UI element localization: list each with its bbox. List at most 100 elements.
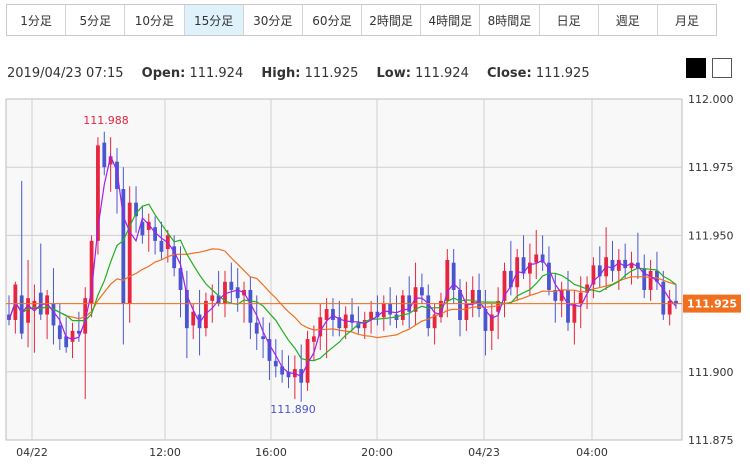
candle-body	[426, 295, 431, 329]
tab-timeframe-8[interactable]: 8時間足	[480, 5, 540, 35]
candle-body	[178, 268, 183, 290]
candle-body	[674, 300, 678, 304]
candle-body	[51, 303, 56, 326]
candle-body	[108, 156, 113, 165]
ma-long-line	[8, 248, 677, 339]
candle-body	[629, 262, 634, 269]
tab-timeframe-6[interactable]: 2時間足	[362, 5, 422, 35]
candle-body	[445, 259, 450, 301]
candle-body	[7, 314, 11, 320]
candle-body	[527, 262, 532, 274]
candle-body	[324, 309, 329, 320]
candle-body	[19, 295, 24, 334]
tab-timeframe-7[interactable]: 4時間足	[421, 5, 481, 35]
y-tick-label: 111.975	[688, 161, 734, 174]
tab-timeframe-4[interactable]: 30分足	[243, 5, 303, 35]
candle-body	[623, 259, 628, 269]
candle-body	[572, 303, 577, 323]
close-label: Close:	[487, 66, 532, 81]
x-tick-label: 04:00	[576, 446, 608, 459]
x-tick-label: 04/22	[16, 446, 48, 459]
candle-body	[451, 262, 456, 290]
tab-timeframe-2[interactable]: 10分足	[125, 5, 185, 35]
min-price-annotation: 111.890	[270, 403, 316, 416]
candle-body	[267, 339, 272, 361]
candle-body	[210, 295, 215, 301]
candle-body	[470, 289, 475, 304]
candle-body	[578, 292, 583, 304]
candle-body	[146, 221, 151, 230]
open-value: 111.924	[189, 66, 244, 81]
candle-body	[439, 300, 443, 318]
candle-body	[153, 227, 158, 241]
candle-body	[223, 281, 227, 304]
high-value: 111.925	[304, 66, 359, 81]
timeframe-tabs: 1分足 5分足 10分足 15分足 30分足 60分足 2時間足 4時間足 8時間足 日足 週足 月足	[6, 4, 717, 36]
ohlc-datetime: 2019/04/23 07:15	[7, 66, 124, 81]
candle-body	[559, 289, 564, 301]
dark-theme-button[interactable]	[686, 58, 706, 78]
candle-body	[115, 161, 119, 190]
candle-body	[273, 360, 278, 367]
candle-body	[64, 336, 69, 348]
candle-body	[458, 289, 462, 320]
candle-body	[83, 298, 88, 334]
candle-body	[140, 221, 145, 236]
light-theme-button[interactable]	[712, 58, 732, 78]
current-price-label: 111.925	[687, 298, 737, 311]
candle-body	[400, 295, 405, 320]
ohlc-info: 2019/04/23 07:15 Open: 111.924 High: 111…	[7, 66, 590, 81]
candle-body	[356, 322, 361, 329]
low-value: 111.924	[415, 66, 469, 81]
ma-short-line	[8, 154, 677, 378]
plot-area	[5, 98, 683, 441]
candle-body	[496, 300, 501, 312]
candle-body	[254, 322, 259, 334]
x-tick-label: 20:00	[361, 446, 393, 459]
candle-body	[76, 330, 81, 334]
candle-body	[229, 281, 234, 290]
high-label: High:	[261, 66, 301, 81]
candle-body	[89, 240, 94, 304]
candle-body	[591, 265, 596, 285]
candle-body	[483, 309, 488, 331]
candle-body	[547, 262, 551, 290]
candle-body	[127, 202, 132, 304]
candle-body	[337, 317, 342, 329]
y-tick-label: 111.875	[688, 434, 734, 447]
low-label: Low:	[376, 66, 411, 81]
candle-body	[553, 289, 558, 301]
y-tick-label: 112.000	[688, 93, 734, 106]
y-tick-label: 111.950	[688, 229, 734, 242]
tab-timeframe-5[interactable]: 60分足	[302, 5, 363, 35]
tab-timeframe-0[interactable]: 1分足	[7, 5, 67, 35]
candle-body	[413, 287, 418, 312]
candle-body	[635, 262, 640, 269]
tab-timeframe-9[interactable]: 日足	[539, 5, 599, 35]
candle-body	[121, 189, 126, 304]
candle-body	[566, 289, 570, 323]
tab-timeframe-10[interactable]: 週足	[598, 5, 658, 35]
y-tick-label: 111.900	[688, 366, 734, 379]
candle-body	[616, 259, 621, 271]
candle-body	[26, 298, 30, 323]
candle-body	[420, 287, 424, 296]
open-label: Open:	[141, 66, 186, 81]
candle-body	[477, 289, 481, 310]
candle-body	[172, 246, 177, 269]
tab-timeframe-11[interactable]: 月足	[657, 5, 717, 35]
candle-body	[32, 300, 37, 310]
candle-body	[508, 270, 513, 288]
candle-body	[642, 268, 647, 290]
current-price-badge	[683, 294, 741, 313]
candle-body	[318, 317, 323, 337]
candle-body	[534, 254, 539, 263]
candle-body	[661, 281, 666, 315]
candle-body	[102, 142, 107, 168]
candle-body	[655, 270, 659, 282]
candle-body	[280, 366, 285, 375]
tab-timeframe-1[interactable]: 5分足	[66, 5, 126, 35]
tab-timeframe-3[interactable]: 15分足	[184, 5, 244, 35]
candle-body	[375, 311, 380, 318]
